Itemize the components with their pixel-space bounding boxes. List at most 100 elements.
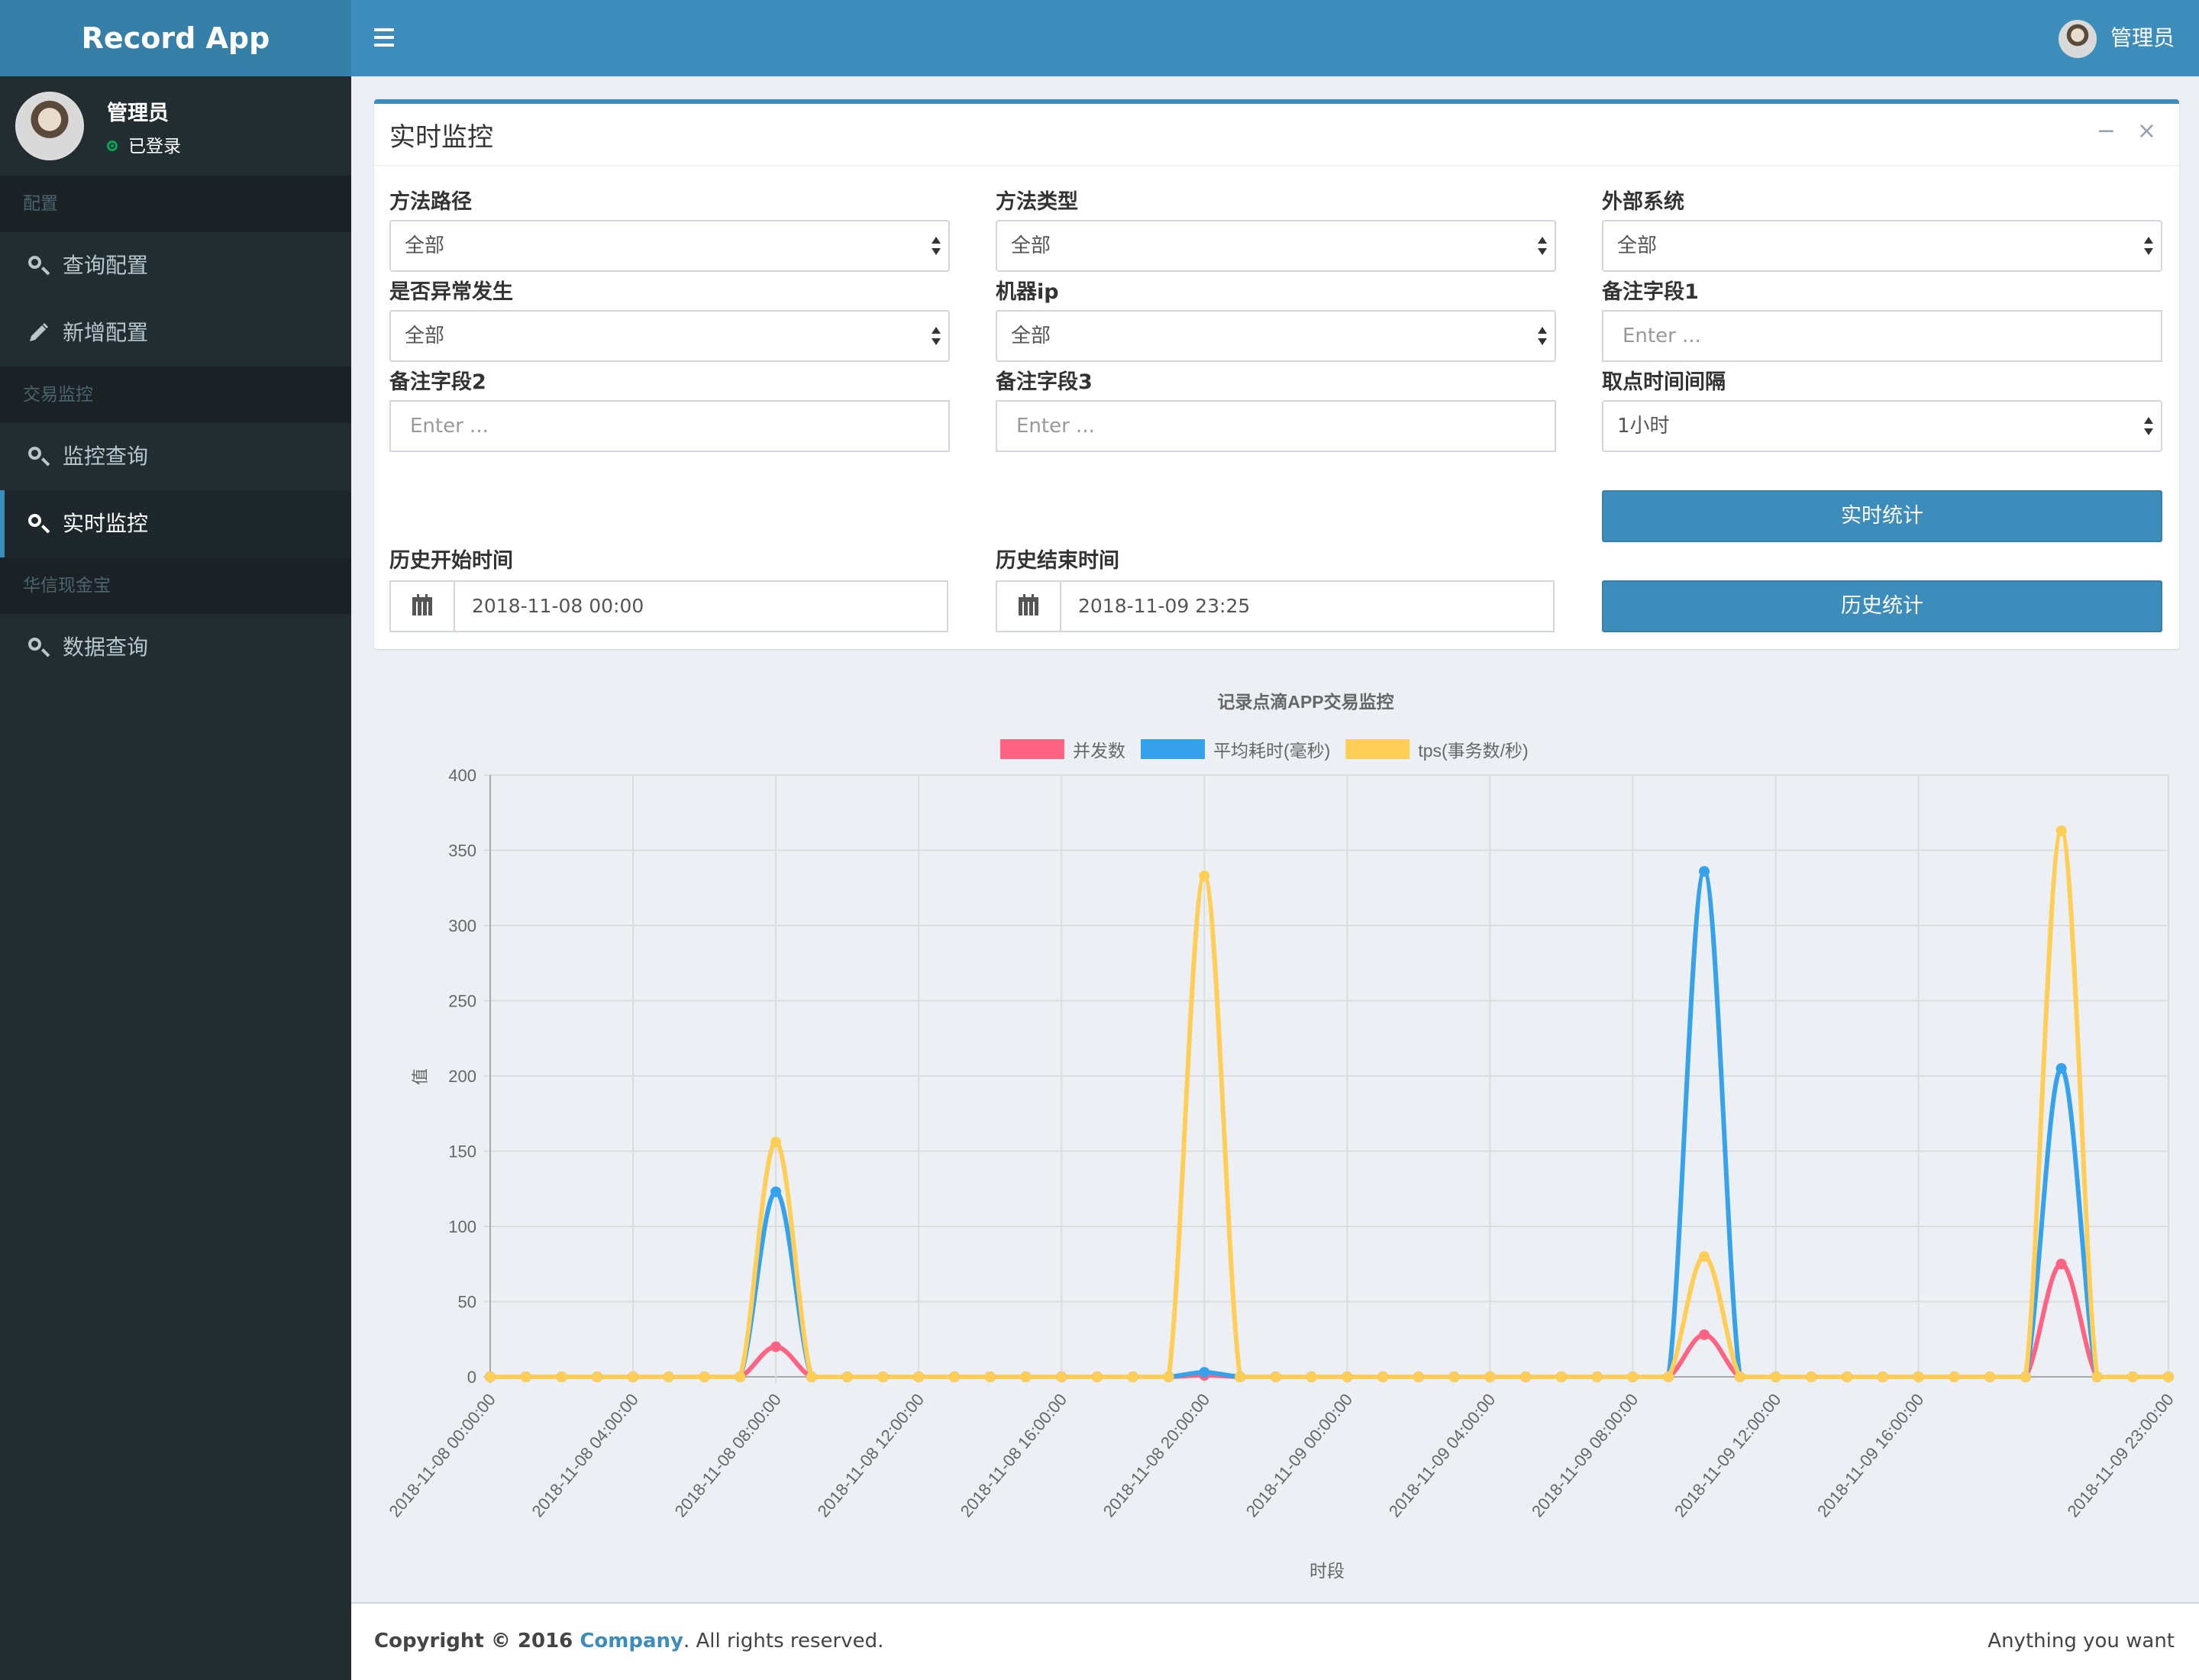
data-point bbox=[1984, 1371, 1996, 1382]
data-point bbox=[1199, 870, 1210, 881]
data-point bbox=[1235, 1371, 1246, 1382]
select-value: 全部 bbox=[405, 234, 445, 257]
calendar-icon[interactable] bbox=[391, 582, 455, 631]
data-point bbox=[770, 1136, 782, 1148]
sidebar-item-label: 新增配置 bbox=[63, 320, 149, 345]
start-time-picker[interactable]: 2018-11-08 00:00 bbox=[389, 580, 948, 632]
realtime-stats-button[interactable]: 实时统计 bbox=[1602, 490, 2162, 542]
sidebar-item-data-query[interactable]: 数据查询 bbox=[0, 614, 351, 681]
menu-header-config: 配置 bbox=[0, 176, 351, 232]
data-point bbox=[485, 1371, 496, 1382]
external-system-select[interactable]: 全部 bbox=[1602, 220, 2162, 272]
data-point bbox=[1591, 1371, 1603, 1382]
remark3-input[interactable]: Enter ... bbox=[996, 400, 1556, 452]
machine-ip-label: 机器ip bbox=[996, 280, 1059, 304]
data-point bbox=[1270, 1371, 1281, 1382]
close-icon[interactable]: × bbox=[2136, 118, 2156, 144]
select-arrows-icon bbox=[1538, 235, 1547, 258]
hamburger-menu-icon[interactable] bbox=[374, 28, 394, 48]
machine-ip-select[interactable]: 全部 bbox=[996, 310, 1556, 362]
data-point bbox=[1520, 1371, 1532, 1382]
pencil-icon bbox=[26, 299, 50, 367]
select-value: 全部 bbox=[1011, 234, 1051, 257]
exception-select[interactable]: 全部 bbox=[389, 310, 950, 362]
copyright: Copyright © 2016 Company. All rights res… bbox=[374, 1630, 883, 1653]
sidebar-item-add-config[interactable]: 新增配置 bbox=[0, 299, 351, 367]
chart-legend: 并发数 平均耗时(毫秒) tps(事务数/秒) bbox=[1000, 739, 1529, 761]
chart-grid bbox=[484, 774, 2169, 1383]
navbar-user-menu[interactable]: 管理员 bbox=[2058, 0, 2175, 76]
copyright-suffix: . All rights reserved. bbox=[683, 1630, 884, 1653]
method-type-select[interactable]: 全部 bbox=[996, 220, 1556, 272]
online-status-icon bbox=[107, 141, 118, 151]
data-point bbox=[1913, 1371, 1924, 1382]
box-title: 实时监控 bbox=[389, 122, 493, 153]
footer-tagline: Anything you want bbox=[1987, 1630, 2175, 1653]
search-icon bbox=[26, 232, 50, 299]
company-link[interactable]: Company bbox=[580, 1630, 683, 1653]
x-tick-label: 2018-11-09 00:00:00 bbox=[1242, 1390, 1356, 1520]
data-point bbox=[1555, 1371, 1567, 1382]
method-path-select[interactable]: 全部 bbox=[389, 220, 950, 272]
box-divider bbox=[374, 165, 2179, 166]
data-point bbox=[1092, 1371, 1103, 1382]
sidebar-item-realtime-monitor[interactable]: 实时监控 bbox=[0, 490, 351, 557]
end-time-picker[interactable]: 2018-11-09 23:25 bbox=[996, 580, 1555, 632]
data-point bbox=[877, 1371, 889, 1382]
x-axis: 2018-11-08 00:00:00 2018-11-08 04:00:00 20… bbox=[385, 1390, 2177, 1520]
search-icon bbox=[26, 614, 50, 681]
data-point bbox=[1199, 1367, 1210, 1378]
history-stats-button[interactable]: 历史统计 bbox=[1602, 580, 2162, 632]
x-tick-label: 2018-11-08 12:00:00 bbox=[814, 1390, 928, 1520]
user-status-label: 已登录 bbox=[128, 137, 181, 157]
data-point bbox=[1699, 866, 1710, 877]
x-tick-label: 2018-11-08 00:00:00 bbox=[385, 1390, 499, 1520]
user-panel: 管理员 已登录 bbox=[0, 76, 351, 176]
calendar-icon[interactable] bbox=[997, 582, 1061, 631]
data-point bbox=[2055, 825, 2067, 836]
select-arrows-icon bbox=[2144, 235, 2153, 258]
minimize-icon[interactable]: − bbox=[2096, 118, 2116, 144]
data-point bbox=[841, 1371, 853, 1382]
sidebar: Record App 管理员 已登录 配置 查询配置 新增配置 交易监控 监控查… bbox=[0, 0, 351, 1680]
data-point bbox=[1949, 1371, 1960, 1382]
sidebar-item-query-config[interactable]: 查询配置 bbox=[0, 232, 351, 299]
app-logo[interactable]: Record App bbox=[0, 0, 351, 76]
x-tick-label: 2018-11-08 16:00:00 bbox=[957, 1390, 1070, 1520]
x-tick-label: 2018-11-08 08:00:00 bbox=[671, 1390, 785, 1520]
transaction-monitor-chart: 记录点滴APP交易监控 并发数 平均耗时(毫秒) tps(事务数/秒) 0 50 100… bbox=[385, 692, 2177, 1581]
interval-select[interactable]: 1小时 bbox=[1602, 400, 2162, 452]
chart-title: 记录点滴APP交易监控 bbox=[1217, 692, 1393, 712]
interval-label: 取点时间间隔 bbox=[1602, 370, 1726, 394]
legend-label: 平均耗时(毫秒) bbox=[1213, 741, 1330, 761]
select-arrows-icon bbox=[932, 325, 941, 348]
data-point bbox=[1734, 1371, 1745, 1382]
footer: Copyright © 2016 Company. All rights res… bbox=[351, 1602, 2199, 1680]
data-point bbox=[2020, 1371, 2031, 1382]
data-point bbox=[592, 1371, 603, 1382]
exception-label: 是否异常发生 bbox=[389, 280, 513, 304]
external-system-label: 外部系统 bbox=[1602, 190, 1684, 214]
search-icon bbox=[26, 490, 50, 557]
data-point bbox=[1448, 1371, 1460, 1382]
top-navbar: 管理员 bbox=[351, 0, 2199, 76]
start-time-label: 历史开始时间 bbox=[389, 549, 513, 573]
y-tick-label: 350 bbox=[448, 842, 476, 861]
sidebar-item-label: 数据查询 bbox=[63, 635, 149, 660]
start-time-value: 2018-11-08 00:00 bbox=[472, 595, 644, 617]
remark2-input[interactable]: Enter ... bbox=[389, 400, 950, 452]
legend-swatch bbox=[1141, 739, 1205, 759]
data-point bbox=[1770, 1371, 1781, 1382]
menu-header-cash: 华信现金宝 bbox=[0, 557, 351, 614]
data-point bbox=[1056, 1371, 1067, 1382]
x-tick-label: 2018-11-09 16:00:00 bbox=[1813, 1390, 1927, 1520]
data-point bbox=[520, 1371, 531, 1382]
data-point bbox=[1163, 1371, 1174, 1382]
chart-series bbox=[485, 825, 2174, 1382]
data-point bbox=[1842, 1371, 1853, 1382]
sidebar-item-monitor-query[interactable]: 监控查询 bbox=[0, 423, 351, 490]
remark1-input[interactable]: Enter ... bbox=[1602, 310, 2162, 362]
select-value: 全部 bbox=[1617, 234, 1658, 257]
method-type-label: 方法类型 bbox=[996, 190, 1078, 214]
data-point bbox=[984, 1371, 996, 1382]
